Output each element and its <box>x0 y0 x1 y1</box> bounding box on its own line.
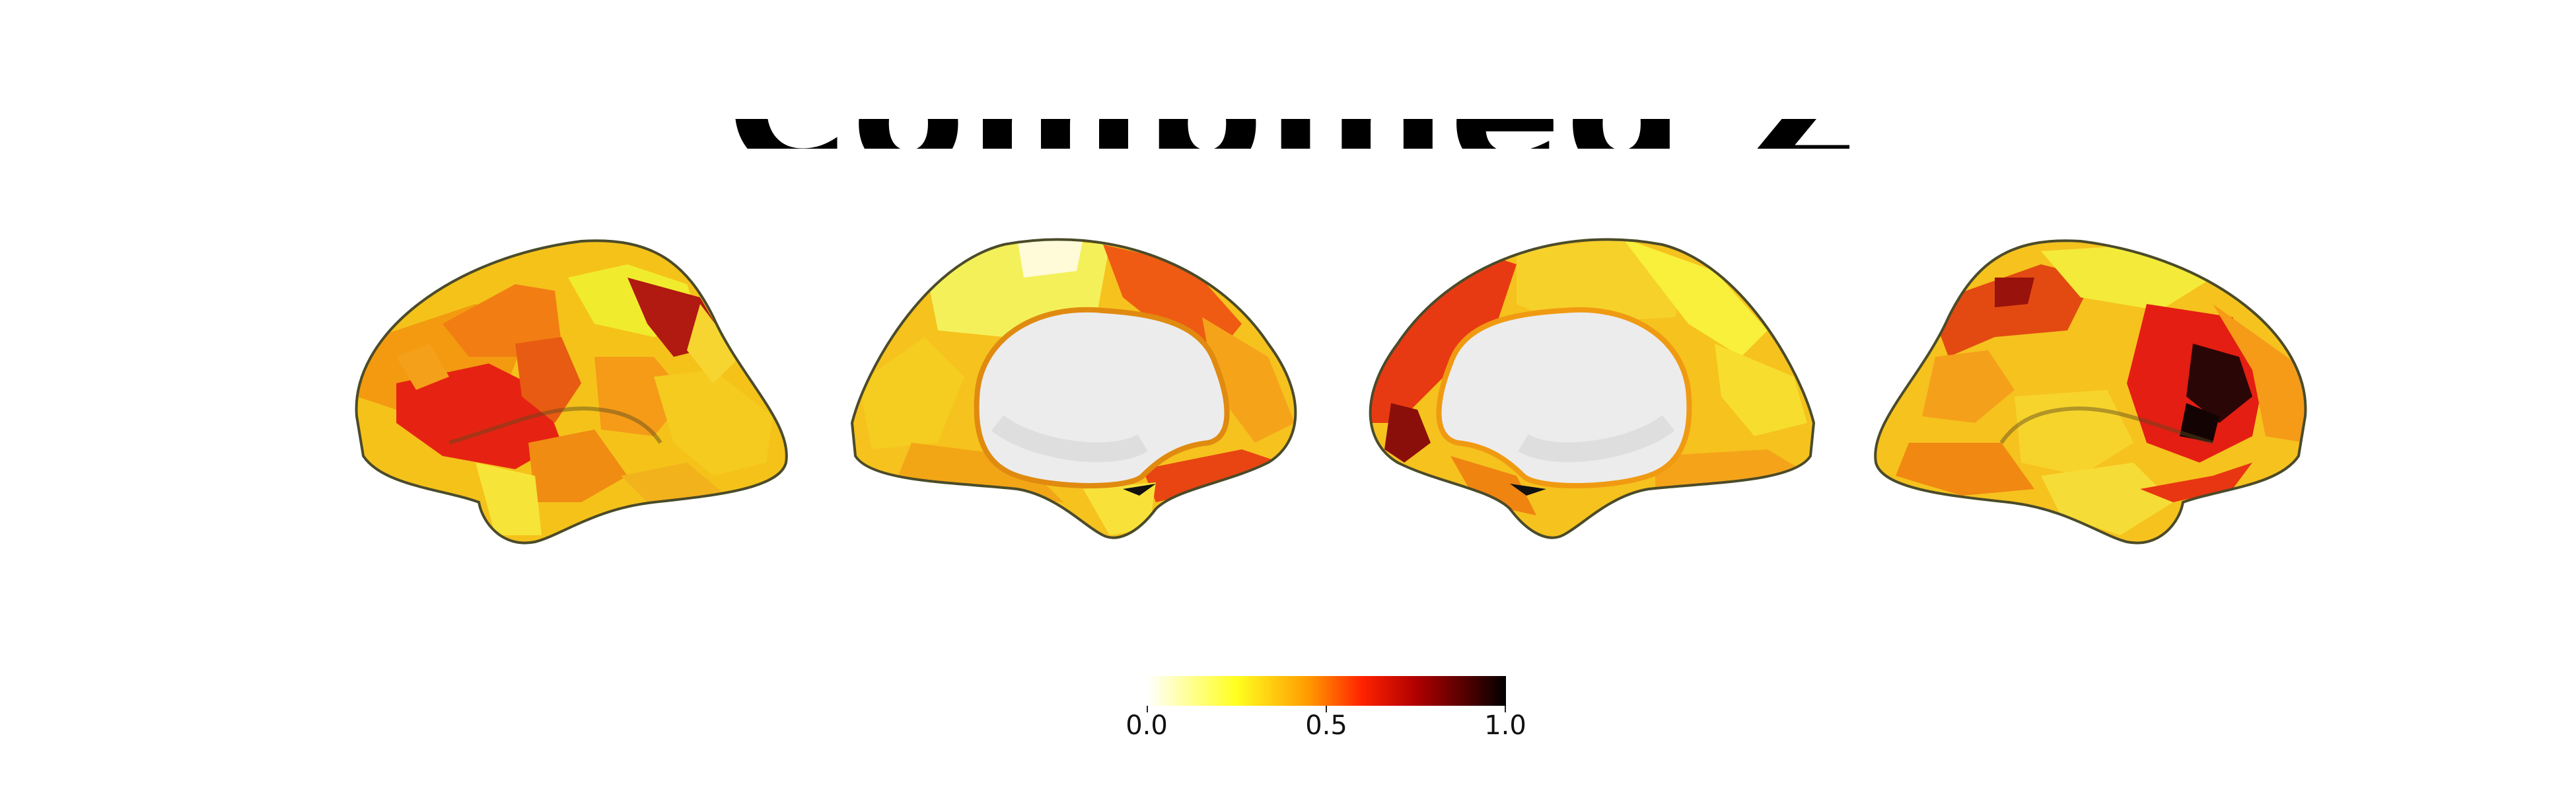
colorbar-tick-mark <box>1147 706 1148 712</box>
brain-view-right-medial <box>1369 238 1816 539</box>
brain-view-right-lateral <box>1874 239 2307 545</box>
figure-title-clip: Combined Z-values <box>727 119 1849 149</box>
figure-title: Combined Z-values <box>727 119 1849 149</box>
colorbar-tick-label-max: 1.0 <box>1484 710 1526 741</box>
brain-view-left-medial <box>850 238 1297 539</box>
colorbar <box>1147 676 1506 706</box>
colorbar-tick-mark <box>1326 706 1327 712</box>
brain-view-left-lateral <box>355 239 788 545</box>
colorbar-tick-label-mid: 0.5 <box>1305 710 1347 741</box>
colorbar-tick-label-min: 0.0 <box>1126 710 1168 741</box>
colorbar-tick-mark <box>1505 706 1506 712</box>
